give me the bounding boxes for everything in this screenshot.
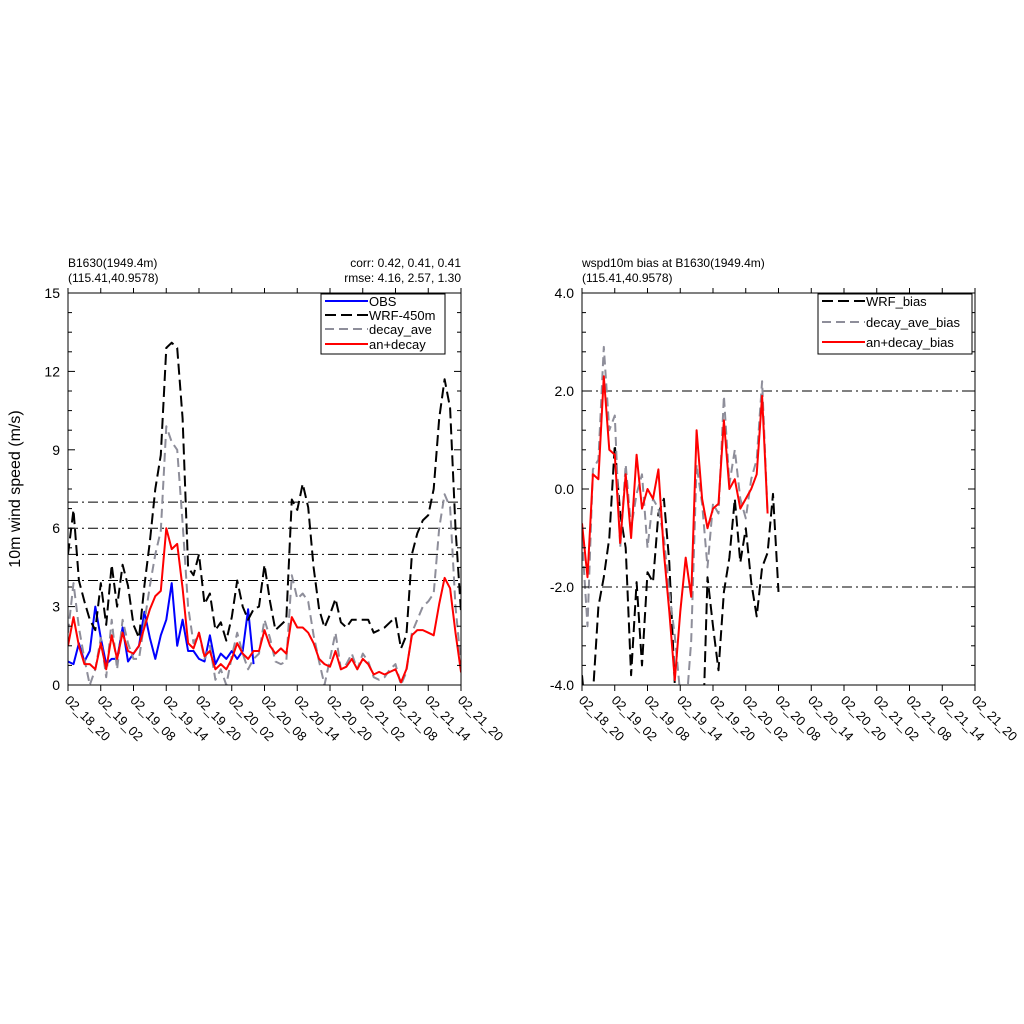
series-line-wrf-bias <box>582 443 780 685</box>
x-ticks: 02_18_2002_19_0202_19_0802_19_1402_19_20… <box>62 288 506 744</box>
series-line-an-decay-bias <box>582 375 769 682</box>
legend-label-decay: decay_ave <box>369 322 432 337</box>
legend-label-wrf-bias: WRF_bias <box>866 294 927 309</box>
y-tick-label: 0 <box>52 677 60 693</box>
y-tick-label: -4.0 <box>550 677 574 693</box>
legend-label-decay-bias: decay_ave_bias <box>866 315 960 330</box>
series-line-an-decay <box>68 527 461 684</box>
wind-speed-panel: B1630(1949.4m) (115.41,40.9578) corr: 0.… <box>7 256 506 744</box>
reference-lines <box>68 501 461 581</box>
right-title-line-2: (115.41,40.9578) <box>582 271 673 285</box>
legend-box <box>817 293 973 355</box>
left-title-line-1: B1630(1949.4m) <box>68 256 157 270</box>
y-tick-label: 12 <box>44 363 60 379</box>
legend-label-obs: OBS <box>369 294 397 309</box>
y-tick-label: 2.0 <box>555 383 575 399</box>
stats-corr: corr: 0.42, 0.41, 0.41 <box>350 256 461 270</box>
x-ticks: 02_18_2002_19_0202_19_0802_19_1402_19_20… <box>576 288 1020 744</box>
series-line-wrf-450m <box>68 341 461 650</box>
series-line-decay-ave <box>68 425 461 685</box>
y-axis-label: 10m wind speed (m/s) <box>7 410 24 567</box>
y-tick-label: 9 <box>52 442 60 458</box>
series-lines <box>68 341 461 685</box>
y-tick-label: -2.0 <box>550 579 574 595</box>
y-ticks: -4.0 -2.0 0.0 2.0 4.0 <box>550 285 975 693</box>
legend: OBS WRF-450m decay_ave an+decay <box>320 293 446 355</box>
legend-label-wrf: WRF-450m <box>369 308 435 323</box>
bias-panel: wspd10m bias at B1630(1949.4m) (115.41,4… <box>550 256 1021 744</box>
y-ticks: 0 3 6 9 12 15 <box>44 285 461 693</box>
series-lines <box>582 345 780 685</box>
y-tick-label: 6 <box>52 520 60 536</box>
series-line-decay-ave-bias <box>582 345 769 685</box>
y-tick-label: 3 <box>52 599 60 615</box>
legend-label-an-decay-bias: an+decay_bias <box>866 335 954 350</box>
legend-label-an-decay: an+decay <box>369 337 426 352</box>
right-title-line-1: wspd10m bias at B1630(1949.4m) <box>581 256 765 270</box>
y-tick-label: 0.0 <box>555 481 575 497</box>
series-line-obs <box>68 582 255 666</box>
stats-rmse: rmse: 4.16, 2.57, 1.30 <box>344 271 461 285</box>
y-tick-label: 4.0 <box>555 285 575 301</box>
y-tick-label: 15 <box>44 285 60 301</box>
legend: WRF_bias decay_ave_bias an+decay_bias <box>817 293 973 355</box>
left-title-line-2: (115.41,40.9578) <box>68 271 159 285</box>
